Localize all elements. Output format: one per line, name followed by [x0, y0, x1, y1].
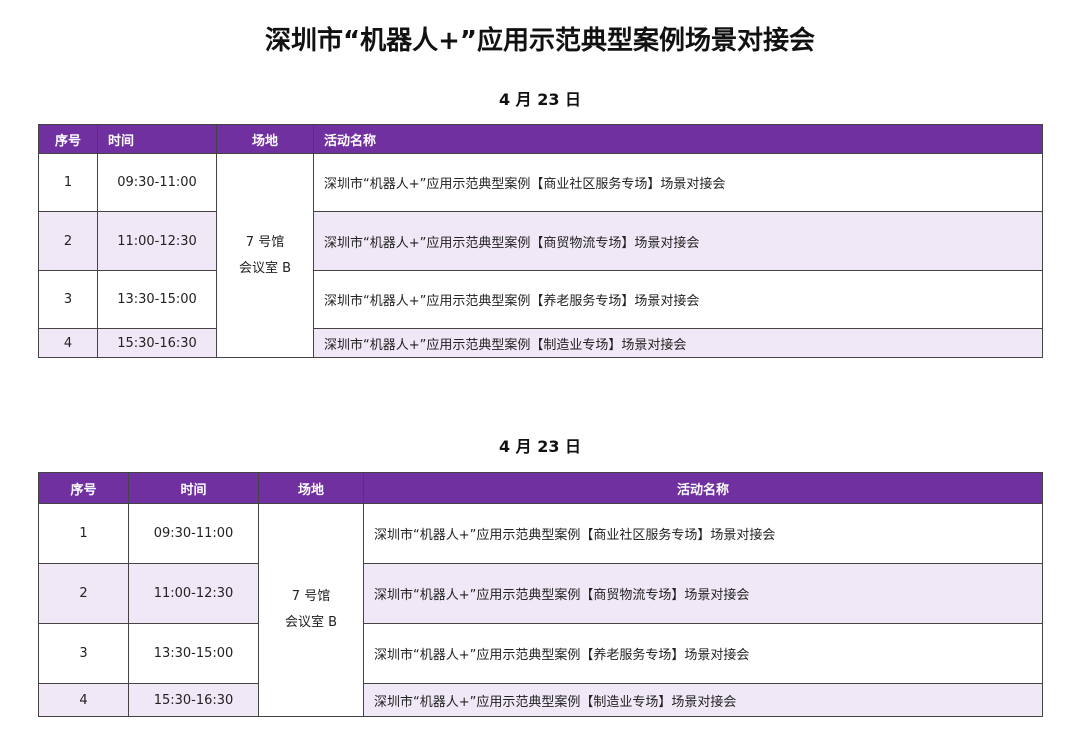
row-time: 09:30-11:00 [128, 503, 259, 564]
venue-hall: 7 号馆 [245, 234, 285, 250]
row-event-name: 深圳市“机器人+”应用示范典型案例【制造业专场】场景对接会 [363, 683, 1043, 717]
row-no: 2 [38, 211, 98, 271]
row-no: 4 [38, 328, 98, 358]
table-row: 4 15:30-16:30 深圳市“机器人+”应用示范典型案例【制造业专场】场景… [38, 683, 1043, 717]
row-event-name: 深圳市“机器人+”应用示范典型案例【制造业专场】场景对接会 [313, 328, 1043, 358]
row-time: 13:30-15:00 [128, 623, 259, 684]
table-row: 3 13:30-15:00 深圳市“机器人+”应用示范典型案例【养老服务专场】场… [38, 623, 1043, 684]
header-event-name: 活动名称 [363, 472, 1043, 504]
row-no: 3 [38, 623, 129, 684]
table-row: 1 09:30-11:00 7 号馆会议室 B 深圳市“机器人+”应用示范典型案… [38, 503, 1043, 717]
row-time: 11:00-12:30 [128, 563, 259, 624]
table-row: 2 11:00-12:30 深圳市“机器人+”应用示范典型案例【商贸物流专场】场… [38, 211, 1043, 271]
row-no: 4 [38, 683, 129, 717]
header-time: 时间 [128, 472, 259, 504]
row-event-name: 深圳市“机器人+”应用示范典型案例【商业社区服务专场】场景对接会 [363, 503, 1043, 564]
row-time: 13:30-15:00 [97, 270, 217, 329]
row-time: 15:30-16:30 [128, 683, 259, 717]
row-event-name: 深圳市“机器人+”应用示范典型案例【养老服务专场】场景对接会 [363, 623, 1043, 684]
page-title: 深圳市“机器人+”应用示范典型案例场景对接会 [265, 26, 815, 56]
header-venue: 场地 [216, 124, 314, 154]
schedule-table: 序号 时间 场地 活动名称 1 09:30-11:00 7 号馆会议室 B 深圳… [38, 472, 1043, 717]
schedule-date: 4 月 23 日 [498, 90, 582, 109]
row-time: 15:30-16:30 [97, 328, 217, 358]
schedule-date: 4 月 23 日 [498, 437, 582, 456]
venue-room: 会议室 B [238, 260, 292, 276]
table-row: 2 11:00-12:30 深圳市“机器人+”应用示范典型案例【商贸物流专场】场… [38, 563, 1043, 624]
table-row: 3 13:30-15:00 深圳市“机器人+”应用示范典型案例【养老服务专场】场… [38, 270, 1043, 329]
row-no: 3 [38, 270, 98, 329]
venue-cell: 7 号馆会议室 B [216, 153, 314, 358]
row-event-name: 深圳市“机器人+”应用示范典型案例【商贸物流专场】场景对接会 [313, 211, 1043, 271]
row-time: 11:00-12:30 [97, 211, 217, 271]
venue-room: 会议室 B [284, 615, 338, 630]
row-event-name: 深圳市“机器人+”应用示范典型案例【商业社区服务专场】场景对接会 [313, 153, 1043, 212]
header-time: 时间 [97, 124, 217, 154]
row-no: 2 [38, 563, 129, 624]
row-time: 09:30-11:00 [97, 153, 217, 212]
header-venue: 场地 [258, 472, 364, 504]
header-no: 序号 [38, 472, 129, 504]
row-no: 1 [38, 153, 98, 212]
table-row: 1 09:30-11:00 7 号馆会议室 B 深圳市“机器人+”应用示范典型案… [38, 153, 1043, 358]
header-event-name: 活动名称 [313, 124, 1043, 154]
row-event-name: 深圳市“机器人+”应用示范典型案例【商贸物流专场】场景对接会 [363, 563, 1043, 624]
venue-cell: 7 号馆会议室 B [258, 503, 364, 717]
row-event-name: 深圳市“机器人+”应用示范典型案例【养老服务专场】场景对接会 [313, 270, 1043, 329]
venue-hall: 7 号馆 [291, 589, 331, 604]
table-row: 4 15:30-16:30 深圳市“机器人+”应用示范典型案例【制造业专场】场景… [38, 328, 1043, 358]
schedule-table: 序号 时间 场地 活动名称 1 09:30-11:00 7 号馆会议室 B 深圳… [38, 124, 1043, 358]
row-no: 1 [38, 503, 129, 564]
header-no: 序号 [38, 124, 98, 154]
